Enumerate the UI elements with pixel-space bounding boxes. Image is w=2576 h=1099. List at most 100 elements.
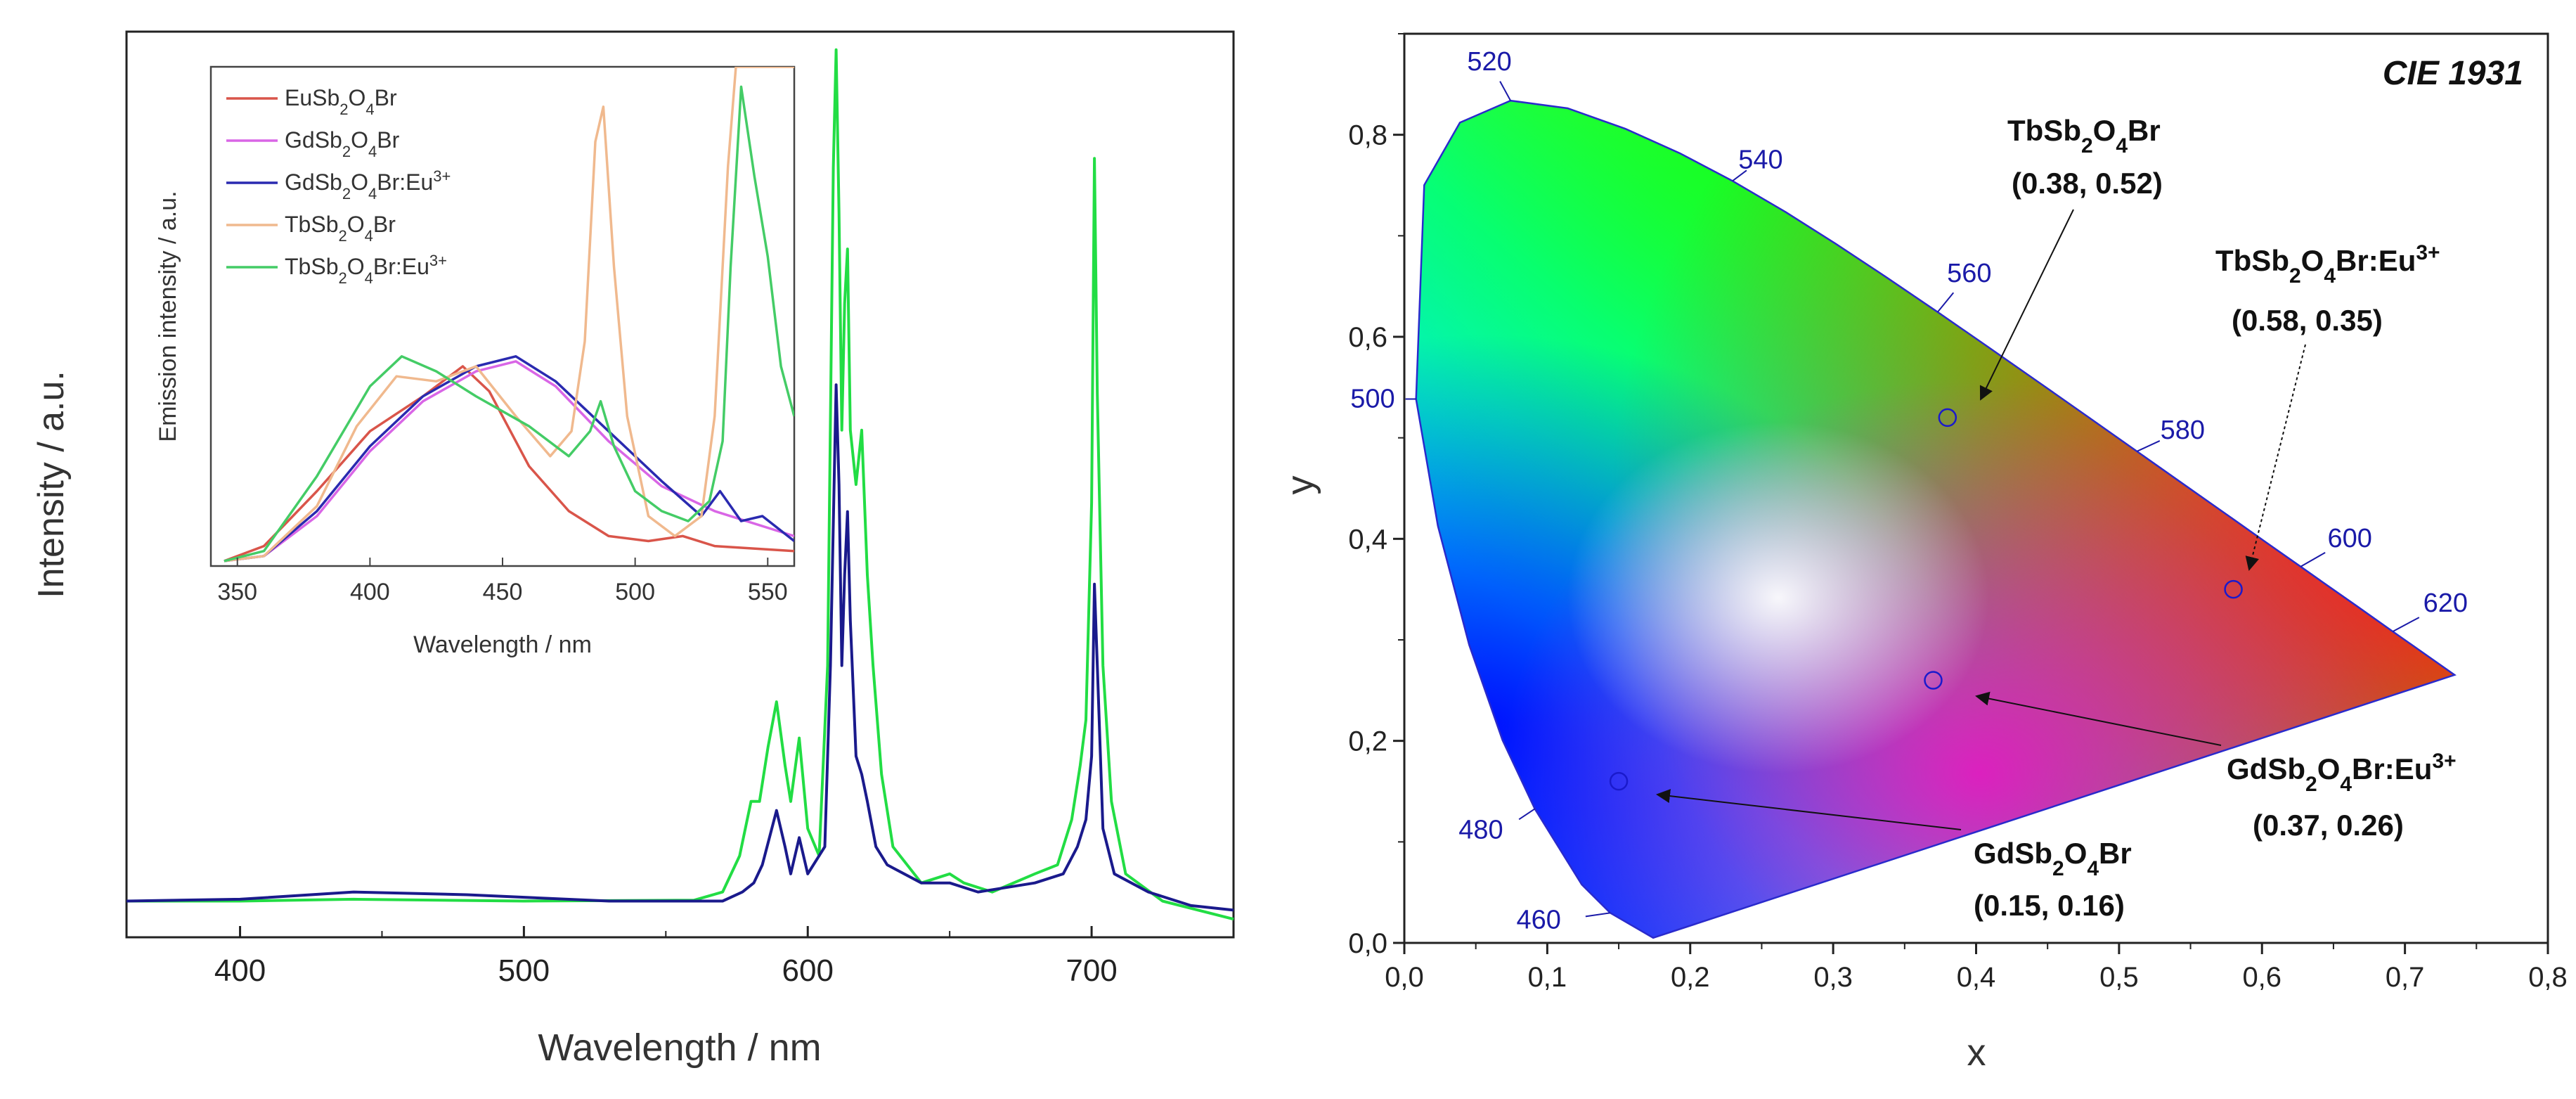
svg-text:TbSb2O4Br: TbSb2O4Br bbox=[2007, 114, 2161, 158]
arrow-gdsb2o4br bbox=[1656, 789, 1962, 830]
cie-y-axis-label: y bbox=[1279, 476, 1321, 495]
annotation-tbsb2o4br: TbSb2O4Br (0.38, 0.52) bbox=[2007, 114, 2163, 200]
inset-lines bbox=[224, 67, 794, 563]
inset-x-tick-label: 400 bbox=[350, 579, 390, 605]
legend-label: TbSb2O4Br bbox=[285, 212, 396, 245]
cie-x-axis-label: x bbox=[1967, 1031, 1986, 1074]
legend-label: GdSb2O4Br:Eu3+ bbox=[285, 167, 451, 203]
spectrum-panel: 400 500 600 700 Wavelength / nm Intensity /… bbox=[31, 30, 1235, 1069]
cie-y-tick-label: 0,6 bbox=[1348, 322, 1387, 353]
arrow-tbsb2o4br-eu bbox=[2245, 344, 2306, 571]
svg-text:GdSb2O4Br: GdSb2O4Br bbox=[1974, 837, 2132, 880]
cie-panel: 0,0 0,1 0,2 0,3 0,4 0,5 0,6 0,7 0,8 0,0 0,2 0,4 0,6 0… bbox=[1279, 32, 2568, 1074]
annotation-name: TbSb2O4Br bbox=[2007, 114, 2161, 158]
svg-text:TbSb2O4Br:Eu3+: TbSb2O4Br:Eu3+ bbox=[2215, 241, 2440, 288]
arrow-tbsb2o4br bbox=[1979, 209, 2074, 401]
wavelength-label: 480 bbox=[1458, 815, 1503, 844]
inset-x-tick-label: 350 bbox=[217, 579, 257, 605]
spectrum-x-tick-label: 500 bbox=[498, 953, 550, 988]
inset-series-line bbox=[224, 365, 794, 563]
cie-ticks: 0,0 0,1 0,2 0,3 0,4 0,5 0,6 0,7 0,8 0,0 0,2 0,4 0,6 0… bbox=[1348, 33, 2568, 993]
cie-y-tick-label: 0,4 bbox=[1348, 524, 1387, 555]
wavelength-tick bbox=[1937, 292, 1955, 313]
inset-series-line bbox=[224, 85, 794, 563]
cie-point bbox=[1609, 771, 1629, 791]
cie-x-tick-label: 0,5 bbox=[2099, 962, 2139, 993]
spectrum-plot-frame bbox=[125, 30, 1235, 939]
legend-item: TbSb2O4Br:Eu3+ bbox=[226, 252, 447, 287]
wavelength-label: 500 bbox=[1350, 384, 1394, 413]
annotation-name: TbSb2O4Br:Eu3+ bbox=[2215, 241, 2440, 288]
wavelength-tick bbox=[1499, 81, 1511, 101]
wavelength-label: 540 bbox=[1738, 145, 1782, 174]
cie-x-tick-label: 0,7 bbox=[2386, 962, 2425, 993]
inset-plot-frame bbox=[209, 65, 796, 567]
wavelength-tick bbox=[2392, 617, 2420, 632]
wavelength-label: 520 bbox=[1467, 47, 1511, 77]
cie-x-tick-label: 0,8 bbox=[2528, 962, 2568, 993]
wavelength-label: 560 bbox=[1947, 259, 1991, 288]
cie-x-tick-label: 0,2 bbox=[1671, 962, 1710, 993]
cie-points bbox=[1609, 408, 2243, 791]
cie-y-tick-label: 0,2 bbox=[1348, 726, 1387, 757]
spectrum-x-tick-label: 400 bbox=[214, 953, 266, 988]
cie-x-tick-label: 0,6 bbox=[2242, 962, 2281, 993]
annotation-coords: (0.38, 0.52) bbox=[2012, 167, 2163, 200]
inset-series-line bbox=[224, 67, 794, 563]
cie-x-tick-label: 0,3 bbox=[1813, 962, 1853, 993]
legend-label: GdSb2O4Br bbox=[285, 127, 400, 160]
wavelength-label: 580 bbox=[2161, 416, 2205, 445]
spectrum-x-axis-label: Wavelength / nm bbox=[538, 1027, 821, 1069]
arrow-gdsb2o4br-eu bbox=[1975, 691, 2222, 746]
legend-item: TbSb2O4Br bbox=[226, 212, 396, 245]
legend-item: EuSb2O4Br bbox=[226, 85, 397, 118]
cie-x-tick-label: 0,1 bbox=[1528, 962, 1567, 993]
spectrum-series-line bbox=[126, 383, 1234, 912]
annotation-gdsb2o4br-eu: GdSb2O4Br:Eu3+ (0.37, 0.26) bbox=[2227, 750, 2457, 842]
inset-x-axis-label: Wavelength / nm bbox=[413, 631, 592, 658]
annotation-name: GdSb2O4Br bbox=[1974, 837, 2132, 880]
wavelength-tick bbox=[1518, 808, 1536, 821]
wavelength-tick bbox=[2136, 440, 2161, 452]
cie-y-tick-label: 0,0 bbox=[1348, 928, 1387, 959]
inset-legend: EuSb2O4Br GdSb2O4Br GdSb2O4Br:Eu3+ TbSb2O4B… bbox=[226, 85, 451, 287]
svg-text:GdSb2O4Br:Eu3+: GdSb2O4Br:Eu3+ bbox=[2227, 750, 2457, 796]
cie-point bbox=[2224, 579, 2243, 599]
inset-x-tick-label: 500 bbox=[615, 579, 655, 605]
wavelength-label: 460 bbox=[1516, 905, 1560, 934]
cie-wavelength-labels: 460 480 500 520 540 560 580 600 620 bbox=[1350, 47, 2468, 934]
inset-series-line bbox=[224, 355, 794, 563]
annotation-coords: (0.15, 0.16) bbox=[1974, 889, 2125, 922]
inset-x-tick-label: 450 bbox=[483, 579, 523, 605]
wavelength-tick bbox=[1585, 912, 1611, 918]
legend-item: GdSb2O4Br:Eu3+ bbox=[226, 167, 451, 203]
wavelength-tick bbox=[2300, 551, 2326, 567]
wavelength-label: 620 bbox=[2423, 589, 2468, 618]
inset-y-axis-label: Emission intensity / a.u. bbox=[155, 191, 181, 442]
cie-y-tick-label: 0,8 bbox=[1348, 120, 1387, 151]
spectrum-x-tick-label: 700 bbox=[1066, 953, 1117, 988]
cie-point bbox=[1938, 408, 1957, 428]
cie-x-tick-label: 0,0 bbox=[1385, 962, 1424, 993]
cie-point bbox=[1924, 671, 1943, 690]
inset-chart: 350 400 450 500 550 Wavelength / nm Emission… bbox=[155, 65, 796, 658]
wavelength-tick bbox=[1732, 169, 1747, 182]
annotation-gdsb2o4br: GdSb2O4Br (0.15, 0.16) bbox=[1974, 837, 2132, 922]
spectrum-x-ticks: 400 500 600 700 bbox=[214, 926, 1234, 988]
spectrum-y-axis-label: Intensity / a.u. bbox=[31, 371, 72, 598]
legend-item: GdSb2O4Br bbox=[226, 127, 400, 160]
annotation-name: GdSb2O4Br:Eu3+ bbox=[2227, 750, 2457, 796]
cie-x-tick-label: 0,4 bbox=[1957, 962, 1996, 993]
inset-x-tick-label: 550 bbox=[748, 579, 788, 605]
spectrum-x-tick-label: 600 bbox=[782, 953, 834, 988]
annotation-coords: (0.58, 0.35) bbox=[2232, 304, 2383, 337]
annotation-coords: (0.37, 0.26) bbox=[2253, 809, 2404, 842]
spectrum-lines bbox=[126, 48, 1234, 921]
annotation-tbsb2o4br-eu: TbSb2O4Br:Eu3+ (0.58, 0.35) bbox=[2215, 241, 2440, 338]
legend-label: TbSb2O4Br:Eu3+ bbox=[285, 252, 447, 287]
legend-label: EuSb2O4Br bbox=[285, 85, 397, 118]
wavelength-label: 600 bbox=[2327, 524, 2371, 553]
cie-title: CIE 1931 bbox=[2383, 55, 2523, 92]
spectrum-series-line bbox=[127, 48, 1234, 921]
